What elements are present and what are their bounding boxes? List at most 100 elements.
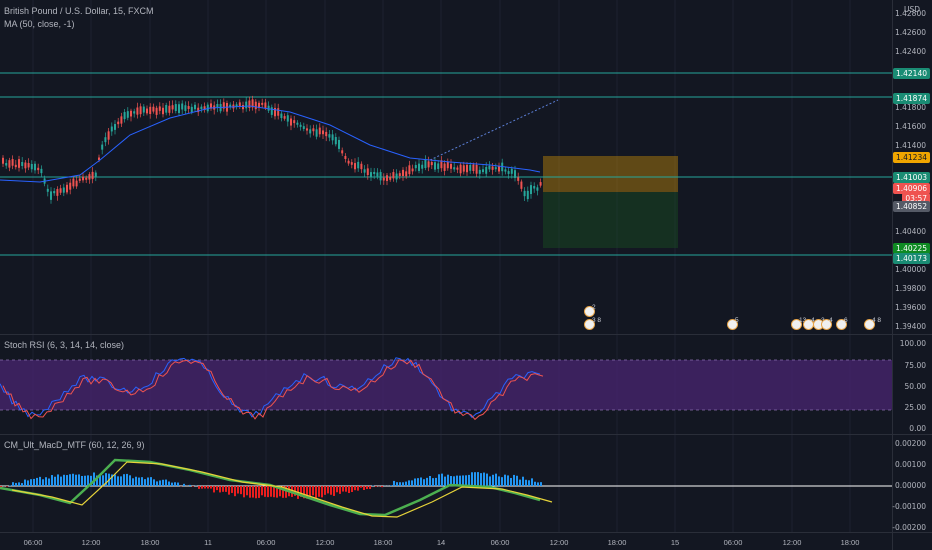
candle-body bbox=[229, 104, 232, 107]
candle-body bbox=[514, 170, 516, 178]
candle-body bbox=[309, 129, 312, 134]
macd-histogram-bar bbox=[90, 475, 92, 486]
candle-body bbox=[274, 107, 276, 117]
macd-histogram-bar bbox=[504, 474, 506, 486]
macd-histogram-bar bbox=[18, 482, 20, 486]
macd-indicator-label[interactable]: CM_Ult_MacD_MTF (60, 12, 26, 9) bbox=[4, 440, 145, 450]
economic-event-icon[interactable]: 4 bbox=[821, 317, 833, 330]
economic-event-icon[interactable]: 4 8 bbox=[864, 317, 881, 330]
macd-histogram-bar bbox=[468, 474, 470, 486]
candle-body bbox=[123, 112, 126, 120]
time-label: 12:00 bbox=[782, 538, 802, 547]
macd-histogram-bar bbox=[69, 474, 71, 486]
event-count: 3 8 bbox=[592, 317, 602, 324]
time-label: 12:00 bbox=[81, 538, 101, 547]
candle-body bbox=[386, 175, 388, 181]
candle-body bbox=[72, 178, 75, 187]
time-label: 18:00 bbox=[373, 538, 393, 547]
price-label-upper-line: 1.42140 bbox=[892, 68, 930, 79]
macd-histogram-bar bbox=[39, 476, 41, 486]
economic-event-icon[interactable]: 13 bbox=[791, 317, 806, 330]
candle-body bbox=[507, 171, 510, 174]
candle-body bbox=[101, 144, 104, 150]
time-label: 06:00 bbox=[23, 538, 43, 547]
macd-histogram-bar bbox=[408, 480, 410, 486]
macd-histogram-bar bbox=[423, 479, 425, 486]
candle-body bbox=[347, 160, 350, 164]
macd-tick: 0.00200 bbox=[894, 439, 926, 448]
macd-histogram-bar bbox=[114, 474, 116, 486]
macd-histogram-bar bbox=[162, 479, 164, 486]
macd-histogram-bar bbox=[306, 486, 308, 499]
macd-histogram-bar bbox=[495, 473, 497, 486]
macd-histogram-bar bbox=[510, 477, 512, 486]
event-count: 5 bbox=[735, 317, 739, 324]
candle-body bbox=[162, 107, 164, 115]
macd-histogram-bar bbox=[99, 475, 101, 486]
candle-body bbox=[392, 172, 395, 179]
price-label-second-line: 1.41874 bbox=[892, 93, 930, 104]
symbol-title[interactable]: British Pound / U.S. Dollar, 15, FXCM bbox=[4, 6, 154, 16]
macd-histogram-bar bbox=[282, 486, 284, 498]
candle-body bbox=[104, 137, 107, 143]
candle-body bbox=[366, 168, 369, 176]
candle-body bbox=[152, 106, 155, 112]
event-count: 4 bbox=[829, 317, 833, 324]
economic-event-icon[interactable]: 6 bbox=[836, 317, 848, 330]
price-label-mid-line: 1.41003 bbox=[892, 172, 930, 183]
candle-body bbox=[222, 102, 225, 109]
macd-histogram-bar bbox=[228, 486, 230, 495]
candle-body bbox=[485, 166, 488, 174]
candle-body bbox=[94, 172, 97, 177]
ma-indicator-label[interactable]: MA (50, close, -1) bbox=[4, 19, 75, 29]
stoch-rsi-label[interactable]: Stoch RSI (6, 3, 14, 14, close) bbox=[4, 340, 125, 350]
macd-histogram-bar bbox=[453, 476, 455, 486]
candle-body bbox=[536, 187, 539, 191]
candle-body bbox=[56, 189, 59, 196]
macd-histogram-bar bbox=[165, 479, 167, 486]
macd-histogram-bar bbox=[15, 482, 17, 486]
macd-histogram-bar bbox=[342, 486, 344, 492]
macd-histogram-bar bbox=[75, 474, 77, 486]
macd-histogram-bar bbox=[231, 486, 233, 493]
time-label: 18:00 bbox=[607, 538, 627, 547]
macd-histogram-bar bbox=[135, 476, 137, 486]
candle-body bbox=[21, 161, 24, 166]
macd-histogram-bar bbox=[501, 477, 503, 486]
candle-body bbox=[277, 108, 280, 116]
candle-body bbox=[46, 188, 49, 192]
macd-histogram-bar bbox=[498, 476, 500, 486]
price-axis[interactable] bbox=[892, 0, 932, 550]
macd-histogram-bar bbox=[336, 486, 338, 493]
economic-event-icon[interactable]: 2 bbox=[584, 304, 596, 317]
price-tick: 1.41400 bbox=[894, 141, 926, 150]
macd-histogram-bar bbox=[537, 482, 539, 486]
pane-separator[interactable] bbox=[0, 334, 932, 335]
candle-body bbox=[373, 171, 376, 175]
macd-histogram-bar bbox=[405, 481, 407, 486]
candle-body bbox=[53, 191, 56, 194]
macd-histogram-bar bbox=[255, 486, 257, 499]
macd-histogram-bar bbox=[525, 479, 527, 486]
economic-event-icon[interactable]: 5 bbox=[727, 317, 739, 330]
candle-body bbox=[331, 134, 334, 141]
macd-histogram-bar bbox=[12, 482, 14, 486]
economic-event-icon[interactable]: 3 8 bbox=[584, 317, 601, 330]
candle-body bbox=[322, 130, 324, 135]
event-count: 4 bbox=[811, 317, 815, 324]
candle-body bbox=[78, 178, 81, 181]
macd-histogram-bar bbox=[426, 477, 428, 486]
macd-histogram-bar bbox=[189, 484, 191, 486]
macd-line bbox=[0, 458, 541, 517]
macd-histogram-bar bbox=[516, 475, 518, 486]
candle-body bbox=[370, 172, 372, 177]
candle-body bbox=[27, 162, 30, 168]
macd-histogram-bar bbox=[0, 486, 2, 488]
macd-histogram-bar bbox=[219, 486, 221, 493]
candle-body bbox=[437, 163, 440, 169]
pane-separator[interactable] bbox=[0, 434, 932, 435]
position-target-zone bbox=[543, 192, 678, 248]
price-tick: 1.42400 bbox=[894, 47, 926, 56]
candle-body bbox=[158, 106, 161, 111]
